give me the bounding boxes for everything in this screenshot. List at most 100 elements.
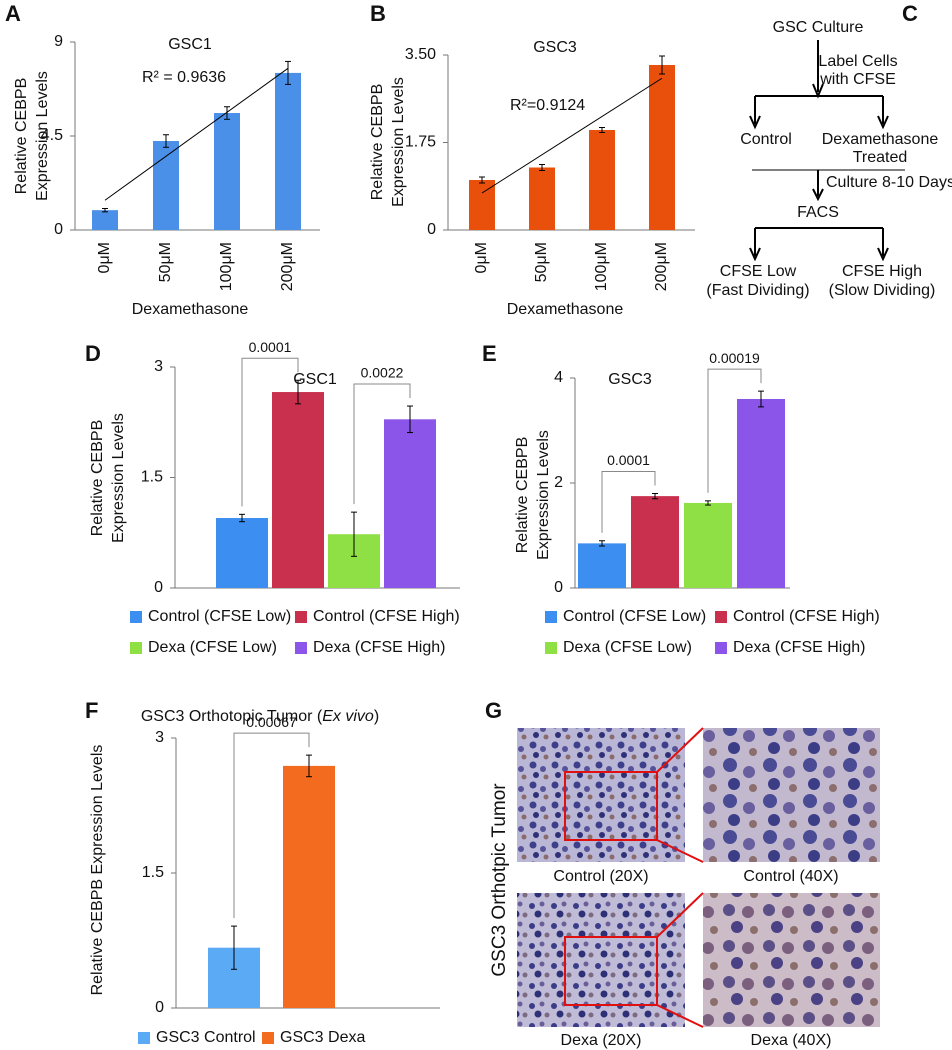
y-tick-label: 3.50	[405, 46, 436, 63]
panel-letter: C	[902, 1, 918, 26]
micrograph	[703, 728, 880, 862]
bar	[275, 72, 301, 230]
x-axis-label: Dexamethasone	[507, 301, 624, 318]
error-bar	[479, 176, 485, 184]
zoom-line	[656, 892, 704, 938]
chart-title: GSC1	[168, 36, 212, 53]
annotation: R² = 0.9636	[142, 69, 226, 86]
panel-letter: B	[370, 1, 386, 26]
title-part: GSC3 Orthotopic Tumor (	[141, 708, 323, 725]
flow-node: (Fast Dividing)	[706, 282, 809, 299]
flow-node: with CFSE	[819, 71, 896, 88]
y-tick-label: 0	[427, 221, 436, 238]
flow-node: GSC Culture	[773, 19, 864, 36]
legend-label: Control (CFSE Low)	[148, 608, 291, 625]
x-tick-label: 100μM	[218, 242, 235, 291]
error-bar	[705, 500, 711, 506]
bar	[216, 518, 268, 588]
bar	[384, 419, 436, 588]
y-axis-label: Relative CEBPB	[89, 420, 106, 537]
bar	[684, 502, 732, 588]
y-tick-label: 1.75	[405, 134, 436, 151]
legend-swatch	[295, 611, 307, 623]
significance-bracket	[707, 368, 762, 493]
flow-node: FACS	[797, 204, 839, 221]
x-tick-label: 0μM	[473, 242, 490, 273]
legend-swatch	[130, 642, 142, 654]
legend-label: GSC3 Control	[156, 1029, 256, 1046]
error-bar	[599, 540, 605, 547]
zoom-line	[656, 1004, 704, 1028]
flow-node: (Slow Dividing)	[829, 282, 936, 299]
y-axis-label: Relative CEBPB	[369, 84, 386, 201]
flow-arrow	[749, 247, 761, 262]
caption: Control (40X)	[743, 868, 838, 885]
error-bar	[351, 511, 357, 557]
panel-letter: D	[85, 341, 101, 366]
panel-letter: F	[85, 698, 98, 723]
significance-bracket	[601, 471, 656, 533]
significance-bracket	[353, 383, 411, 505]
error-bar	[758, 390, 764, 408]
panel-letter: A	[5, 1, 21, 26]
chart: A GSC1 Relative CEBPB Expression Levels Dexa…	[5, 1, 320, 318]
p-value: 0.0022	[361, 365, 404, 381]
y-axis-label: Relative CEBPB Expression Levels	[89, 745, 106, 996]
flow-node: CFSE Low	[720, 263, 797, 280]
chart-title: GSC3	[533, 39, 577, 56]
bar	[737, 399, 785, 588]
significance-bracket	[233, 732, 310, 919]
legend-swatch	[295, 642, 307, 654]
y-axis-label: Expression Levels	[390, 77, 407, 207]
side-label: GSC3 Orthotpic Tumor	[489, 783, 510, 977]
legend-label: Dexa (CFSE Low)	[148, 639, 277, 656]
legend-label: Dexa (CFSE High)	[733, 639, 865, 656]
legend-label: Control (CFSE High)	[313, 608, 460, 625]
legend-label: Dexa (CFSE Low)	[563, 639, 692, 656]
chart: F GSC3 Orthotopic Tumor (Ex vivo) Relative…	[85, 698, 440, 1046]
flow-node: Culture 8-10 Days	[826, 174, 952, 191]
legend-label: GSC3 Dexa	[280, 1029, 365, 1046]
y-tick-label: 0	[54, 221, 63, 238]
error-bar	[224, 106, 230, 120]
flow-node: Treated	[853, 149, 908, 166]
trendline	[481, 77, 663, 194]
y-tick-label: 0	[155, 999, 164, 1016]
flow-node: Dexamethasone	[822, 131, 939, 148]
trendline	[104, 67, 289, 201]
error-bar	[163, 134, 169, 148]
bar	[649, 65, 675, 230]
x-tick-label: 200μM	[653, 242, 670, 291]
p-value: 0.00019	[709, 350, 760, 366]
bar	[272, 392, 324, 588]
legend-swatch	[138, 1032, 150, 1044]
bar	[153, 141, 179, 230]
y-axis-label: Expression Levels	[34, 71, 51, 201]
flow-node: Control	[740, 131, 792, 148]
y-tick-label: 3	[155, 729, 164, 746]
error-bar	[599, 127, 605, 133]
error-bar	[659, 55, 665, 75]
legend-swatch	[130, 611, 142, 623]
bar	[214, 113, 240, 230]
y-axis-label: Relative CEBPB	[514, 437, 531, 554]
caption: Dexa (40X)	[751, 1032, 832, 1049]
error-bar	[239, 513, 245, 523]
y-tick-label: 1.5	[141, 469, 163, 486]
flow-node: Label Cells	[818, 53, 897, 70]
p-value: 0.00067	[246, 714, 297, 730]
p-value: 0.0001	[607, 452, 650, 468]
bar	[589, 130, 615, 230]
legend-swatch	[545, 642, 557, 654]
y-axis-label: Expression Levels	[535, 430, 552, 560]
flow-arrow	[877, 115, 889, 130]
legend-swatch	[262, 1032, 274, 1044]
y-tick-label: 9	[54, 33, 63, 50]
bar	[283, 765, 335, 1008]
y-tick-label: 0	[154, 579, 163, 596]
legend-swatch	[715, 611, 727, 623]
micrographs: G GSC3 Orthotpic Tumor Control (20X) Con…	[485, 698, 880, 1049]
chart: B GSC3 Relative CEBPB Expression Levels Dexa…	[369, 1, 695, 318]
x-tick-label: 50μM	[157, 242, 174, 282]
